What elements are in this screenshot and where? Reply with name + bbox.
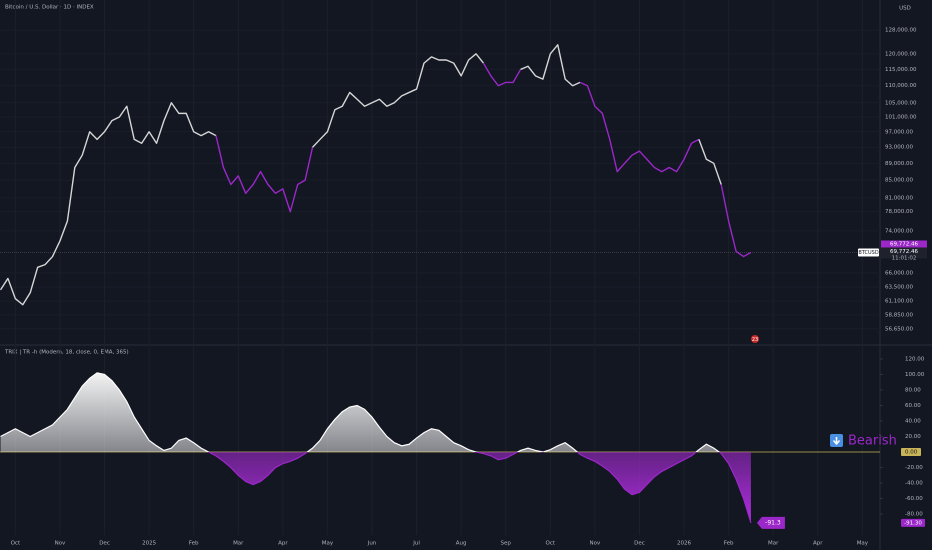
y-tick-label: 80.00 [905,387,921,393]
x-tick-label: Feb [189,541,199,547]
x-tick-label: 2026 [677,541,691,547]
symbol-bg [858,248,879,257]
y-tick-label: 93,000.00 [885,145,913,151]
price-line [520,44,581,87]
x-tick-label: Dec [634,541,645,547]
x-tick-label: Aug [456,541,467,547]
x-tick-label: Nov [590,541,601,547]
price-line [312,53,484,148]
price-line [215,135,314,213]
indicator-title: TRIX | TR -h (Modern, 18, close, 0, EMA,… [4,350,129,356]
y-tick-label: 58,850.00 [885,312,913,318]
status-arrow [832,437,841,446]
y-tick-label: 0.00 [905,450,918,456]
y-tick-label: 97,000.00 [885,129,913,135]
x-tick-label: Apr [278,541,288,547]
y-tick-label: 40.00 [905,419,921,425]
y-tick-label: 105,000.00 [885,100,917,106]
price-line [698,139,722,185]
y-tick-label: 63,500.00 [885,284,913,290]
y-tick-label: 120.00 [905,356,925,362]
price-line [720,184,752,258]
axis-value-bg [901,518,925,527]
value-tag-bg [756,516,785,529]
last-price: 69,772.46 [890,241,918,247]
x-tick-label: Oct [546,541,556,547]
y-tick-label: -60.00 [905,496,923,502]
y-tick-label: 89,000.00 [885,161,913,167]
plot [0,44,752,523]
y-tick-label: 101,000.00 [885,114,917,120]
trix-area-up [0,372,751,453]
zero-label-bg [901,448,921,457]
currency: USD [899,6,911,12]
x-tick-label: Dec [99,541,110,547]
y-tick-label: 110,000.00 [885,83,917,89]
y-tick-label: -40.00 [905,481,923,487]
x-tick-label: 2025 [142,541,156,547]
y-tick-label: -20.00 [905,465,923,471]
symbol: BTCUSD [858,250,879,256]
x-tick-label: Mar [233,541,244,547]
y-tick-label: 66,000.00 [885,270,913,276]
chart-title: Bitcoin / U.S. Dollar · 1D · INDEX [5,5,94,11]
x-tick-label: Nov [55,541,66,547]
status: Bearish [848,434,897,449]
y-tick-label: 115,000.00 [885,67,917,73]
y-tick-label: 61,100.00 [885,299,913,305]
x-tick-label: Feb [724,541,734,547]
last-price: 69,772.46 [890,249,918,255]
y-tick-label: 56,650.00 [885,326,913,332]
y-tick-label: 128,000.00 [885,28,917,34]
value-tag: -91.3 [765,519,781,526]
axis-value: -91.30 [904,520,922,526]
price-line [0,102,217,306]
x-tick-label: Oct [11,541,21,547]
trix-area-down [208,452,751,523]
badge-bg [751,335,759,343]
x-tick-label: Sep [501,541,512,547]
y-tick-label: 78,000.00 [885,209,913,215]
countdown: 11:01:02 [892,255,917,261]
y-tick-label: 85,000.00 [885,178,913,184]
trix-line-down [207,452,752,523]
x-tick-label: Apr [813,541,823,547]
x-tick-label: Jun [367,541,377,547]
x-tick-label: May [322,541,334,547]
y-tick-label: 100.00 [905,372,925,378]
y-tick-label: 20.00 [905,434,921,440]
badge: 23 [752,337,758,343]
y-tick-label: 74,000.00 [885,228,913,234]
y-tick-label: -80.00 [905,512,923,518]
price-line [579,81,700,173]
price-label-top [881,240,927,248]
y-tick-label: 81,000.00 [885,195,913,201]
y-tick-label: 120,000.00 [885,51,917,57]
x-tick-label: May [857,541,869,547]
trix-line-up [0,372,721,453]
x-tick-label: Jul [412,541,420,547]
labels: Oct Nov Dec 2025 Feb Mar Apr May Jun Jul Aug Sep Oct… [11,28,927,547]
price-line [482,62,522,87]
y-tick-label: 60.00 [905,403,921,409]
x-tick-label: Mar [768,541,779,547]
